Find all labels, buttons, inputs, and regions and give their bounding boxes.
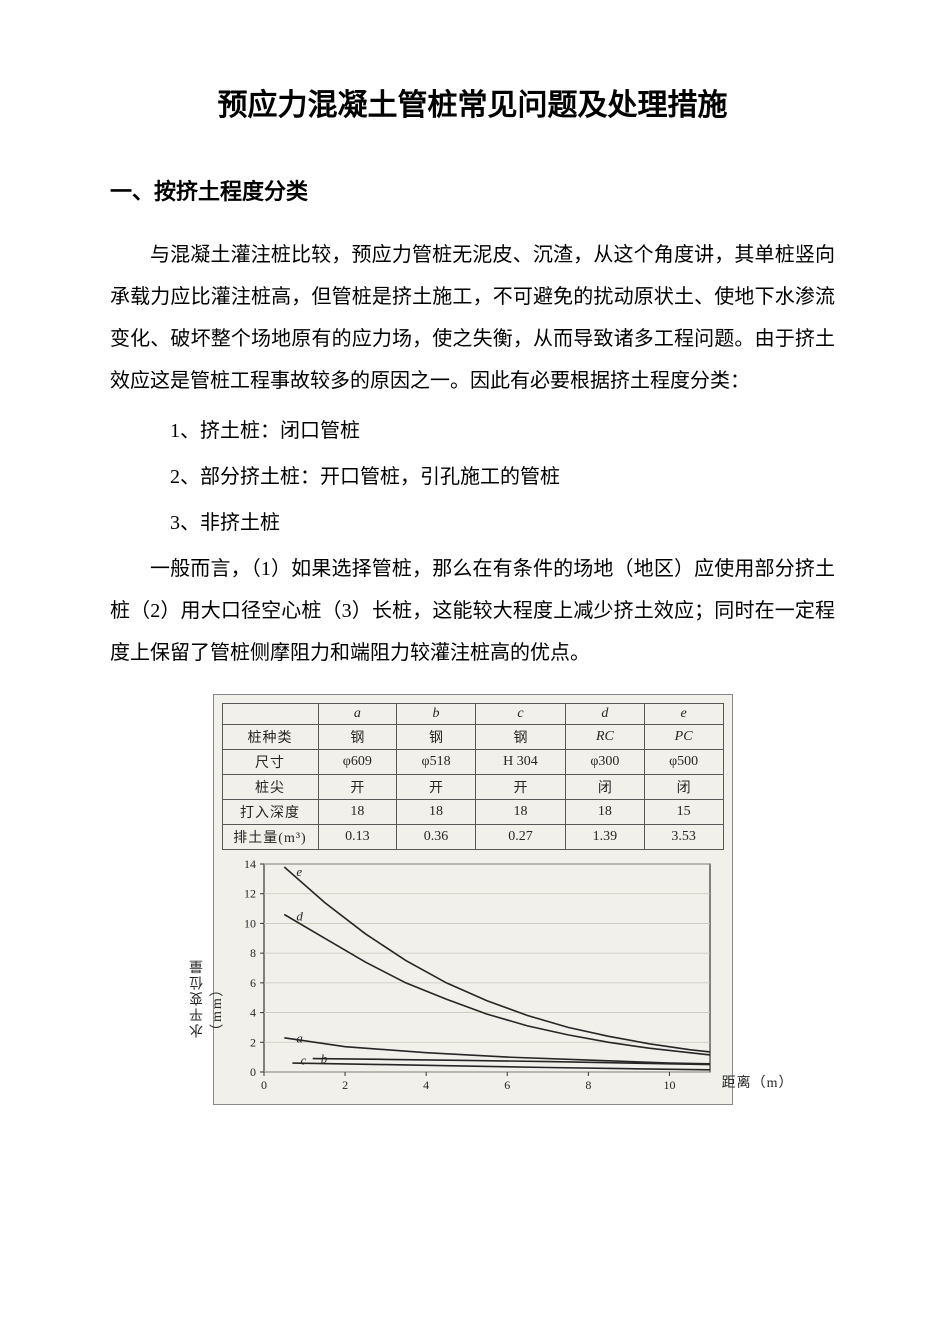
cell: 闭 <box>644 775 723 800</box>
row-header-size: 尺寸 <box>222 750 318 775</box>
row-header-type: 桩种类 <box>222 725 318 750</box>
col-letter-a: a <box>318 704 397 725</box>
table-row: 尺寸 φ609 φ518 H 304 φ300 φ500 <box>222 750 723 775</box>
cell: 18 <box>475 800 565 825</box>
col-letter-b: b <box>397 704 476 725</box>
cell: φ609 <box>318 750 397 775</box>
table-header-blank <box>222 704 318 725</box>
cell: 开 <box>397 775 476 800</box>
row-header-volume: 排土量(m³) <box>222 825 318 850</box>
svg-text:d: d <box>296 908 303 923</box>
svg-text:4: 4 <box>250 1006 256 1020</box>
svg-text:4: 4 <box>423 1078 429 1092</box>
list-item-1: 1、挤土桩：闭口管桩 <box>130 410 835 452</box>
svg-text:10: 10 <box>244 916 256 930</box>
pile-spec-table: a b c d e 桩种类 钢 钢 钢 RC PC 尺寸 φ609 φ518 H… <box>222 703 724 850</box>
section-heading-1: 一、按挤土程度分类 <box>110 174 835 206</box>
chart-svg: 0 2 4 6 8 10 12 14 0 2 4 6 8 10 a bc d e <box>222 858 722 1098</box>
cell: 钢 <box>397 725 476 750</box>
cell: φ500 <box>644 750 723 775</box>
paragraph-2: 一般而言，（1）如果选择管桩，那么在有条件的场地（地区）应使用部分挤土桩（2）用… <box>110 548 835 674</box>
col-letter-c: c <box>475 704 565 725</box>
col-letter-e: e <box>644 704 723 725</box>
cell: H 304 <box>475 750 565 775</box>
table-row: 打入深度 18 18 18 18 15 <box>222 800 723 825</box>
col-letter-d: d <box>566 704 645 725</box>
svg-text:2: 2 <box>250 1035 256 1049</box>
cell: 18 <box>566 800 645 825</box>
chart-x-label: 距离（m） <box>722 1072 794 1092</box>
cell: 18 <box>318 800 397 825</box>
svg-text:c: c <box>300 1053 306 1068</box>
cell: 开 <box>475 775 565 800</box>
paragraph-1: 与混凝土灌注桩比较，预应力管桩无泥皮、沉渣，从这个角度讲，其单桩竖向承载力应比灌… <box>110 234 835 402</box>
scanned-figure: a b c d e 桩种类 钢 钢 钢 RC PC 尺寸 φ609 φ518 H… <box>213 694 733 1105</box>
page-title: 预应力混凝土管桩常见问题及处理措施 <box>110 80 835 124</box>
svg-text:6: 6 <box>504 1078 510 1092</box>
svg-text:8: 8 <box>585 1078 591 1092</box>
svg-text:10: 10 <box>663 1078 675 1092</box>
chart-y-label: 水平变位量（mm） <box>188 918 228 1038</box>
cell: 钢 <box>475 725 565 750</box>
cell: 15 <box>644 800 723 825</box>
cell: 18 <box>397 800 476 825</box>
displacement-chart: 水平变位量（mm） 距离（m） 024681012140246810abcde <box>222 858 724 1098</box>
svg-text:a: a <box>296 1030 303 1045</box>
cell: 0.27 <box>475 825 565 850</box>
row-header-depth: 打入深度 <box>222 800 318 825</box>
cell: φ518 <box>397 750 476 775</box>
table-row: 排土量(m³) 0.13 0.36 0.27 1.39 3.53 <box>222 825 723 850</box>
cell: 3.53 <box>644 825 723 850</box>
svg-text:14: 14 <box>244 858 256 871</box>
svg-text:e: e <box>296 864 302 879</box>
cell: PC <box>644 725 723 750</box>
cell: RC <box>566 725 645 750</box>
cell: 闭 <box>566 775 645 800</box>
cell: 1.39 <box>566 825 645 850</box>
list-item-3: 3、非挤土桩 <box>130 502 835 544</box>
figure-container: a b c d e 桩种类 钢 钢 钢 RC PC 尺寸 φ609 φ518 H… <box>110 694 835 1105</box>
svg-text:6: 6 <box>250 976 256 990</box>
svg-text:0: 0 <box>250 1065 256 1079</box>
cell: 开 <box>318 775 397 800</box>
svg-text:12: 12 <box>244 887 256 901</box>
cell: 0.36 <box>397 825 476 850</box>
table-row: 桩种类 钢 钢 钢 RC PC <box>222 725 723 750</box>
cell: φ300 <box>566 750 645 775</box>
row-header-tip: 桩尖 <box>222 775 318 800</box>
cell: 钢 <box>318 725 397 750</box>
table-row: a b c d e <box>222 704 723 725</box>
svg-text:b: b <box>320 1051 327 1066</box>
svg-text:2: 2 <box>342 1078 348 1092</box>
table-row: 桩尖 开 开 开 闭 闭 <box>222 775 723 800</box>
svg-text:8: 8 <box>250 946 256 960</box>
list-item-2: 2、部分挤土桩：开口管桩，引孔施工的管桩 <box>130 456 835 498</box>
cell: 0.13 <box>318 825 397 850</box>
svg-text:0: 0 <box>261 1078 267 1092</box>
